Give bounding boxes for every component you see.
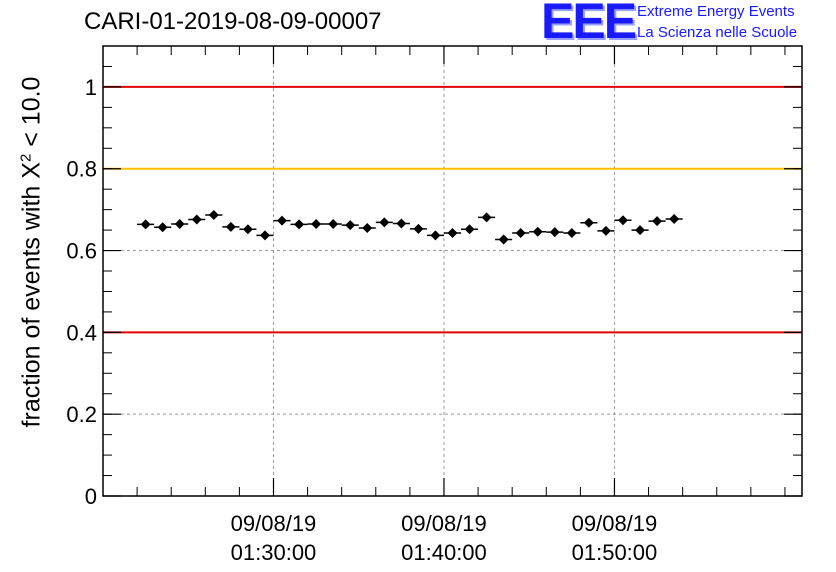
data-point <box>188 214 206 225</box>
data-point <box>256 230 274 241</box>
data-point <box>426 230 444 241</box>
y-tick-labels: 0 0.2 0.4 0.6 0.8 1 <box>66 75 97 509</box>
data-marker <box>362 223 373 234</box>
eee-logo: EEE EEE Extreme Energy Events La Scienza… <box>541 0 831 51</box>
x-tick-label: 09/08/19 01:30:00 <box>203 509 343 567</box>
y-tick-label: 0.4 <box>66 320 97 345</box>
data-marker <box>379 217 390 228</box>
data-point <box>358 223 376 234</box>
data-marker <box>277 215 288 226</box>
y-tick-label: 0.6 <box>66 239 97 264</box>
data-marker <box>396 218 407 229</box>
data-point <box>614 215 632 226</box>
data-point <box>171 218 189 229</box>
data-point <box>341 220 359 231</box>
data-point <box>580 217 598 228</box>
data-point <box>239 224 257 235</box>
logo-mark-shadow: EEE <box>543 0 639 51</box>
data-point <box>512 227 530 238</box>
y-axis-label-suffix: < 10.0 <box>17 76 46 154</box>
chart-title: CARI-01-2019-08-09-00007 <box>84 8 382 35</box>
data-point <box>648 216 666 227</box>
data-point <box>631 225 649 236</box>
y-tick-label: 1 <box>85 75 97 100</box>
data-point <box>409 223 427 234</box>
data-point <box>665 214 683 225</box>
data-point <box>324 218 342 229</box>
data-point <box>154 222 172 233</box>
reference-lines <box>103 85 802 334</box>
data-point <box>375 217 393 228</box>
data-point <box>273 215 291 226</box>
data-points <box>137 209 683 245</box>
x-tick-time: 01:50:00 <box>571 540 658 565</box>
data-marker <box>532 226 543 237</box>
data-marker <box>191 214 202 225</box>
data-point <box>546 227 564 238</box>
y-axis-label-prefix: fraction of events with X <box>17 162 46 428</box>
x-tick-time: 01:30:00 <box>230 540 317 565</box>
data-point <box>307 218 325 229</box>
logo-line2: La Scienza nelle Scuole <box>637 24 798 41</box>
data-marker <box>635 225 646 236</box>
y-tick-label: 0 <box>85 484 97 509</box>
data-marker <box>498 234 509 245</box>
data-point <box>137 219 155 230</box>
data-point <box>478 212 496 223</box>
data-marker <box>652 216 663 227</box>
data-point <box>443 227 462 238</box>
data-marker <box>566 227 577 238</box>
data-marker <box>242 224 253 235</box>
data-point <box>563 227 581 238</box>
data-point <box>495 234 513 245</box>
data-marker <box>157 222 168 233</box>
x-tick-time: 01:40:00 <box>401 540 487 565</box>
data-point <box>597 225 615 236</box>
plot-frame <box>102 45 803 497</box>
data-marker <box>413 223 424 234</box>
data-marker <box>549 227 560 238</box>
data-point <box>392 218 410 229</box>
data-marker <box>311 218 322 229</box>
data-point <box>205 209 223 220</box>
x-tick-label: 09/08/19 01:50:00 <box>544 509 684 567</box>
data-marker <box>208 209 219 220</box>
data-marker <box>447 227 458 238</box>
logo-line1: Extreme Energy Events <box>637 3 795 20</box>
data-marker <box>515 227 526 238</box>
data-marker <box>669 214 680 225</box>
y-tick-label: 0.8 <box>66 157 97 182</box>
data-marker <box>481 212 492 223</box>
x-tick-date: 09/08/19 <box>401 511 487 536</box>
y-axis-label-superscript: 2 <box>17 153 35 163</box>
y-axis-label: fraction of events with X2 < 10.0 <box>17 77 46 428</box>
axis-ticks <box>102 45 802 497</box>
data-marker <box>328 218 339 229</box>
data-marker <box>294 219 305 230</box>
logo-mark: EEE <box>541 0 637 49</box>
data-marker <box>617 215 628 226</box>
y-tick-label: 0.2 <box>66 402 97 427</box>
x-tick-label: 09/08/19 01:40:00 <box>374 509 514 567</box>
data-point <box>290 219 308 230</box>
data-point <box>222 221 240 232</box>
data-marker <box>583 217 594 228</box>
data-marker <box>430 230 441 241</box>
data-marker <box>225 221 236 232</box>
data-marker <box>600 225 611 236</box>
grid-layer <box>103 46 802 496</box>
data-marker <box>174 218 185 229</box>
data-marker <box>140 219 151 230</box>
data-marker <box>345 220 356 231</box>
x-tick-date: 09/08/19 <box>230 511 317 536</box>
data-point <box>529 226 547 237</box>
data-marker <box>259 230 270 241</box>
x-tick-date: 09/08/19 <box>571 511 658 536</box>
data-point <box>461 224 479 235</box>
data-marker <box>464 224 475 235</box>
